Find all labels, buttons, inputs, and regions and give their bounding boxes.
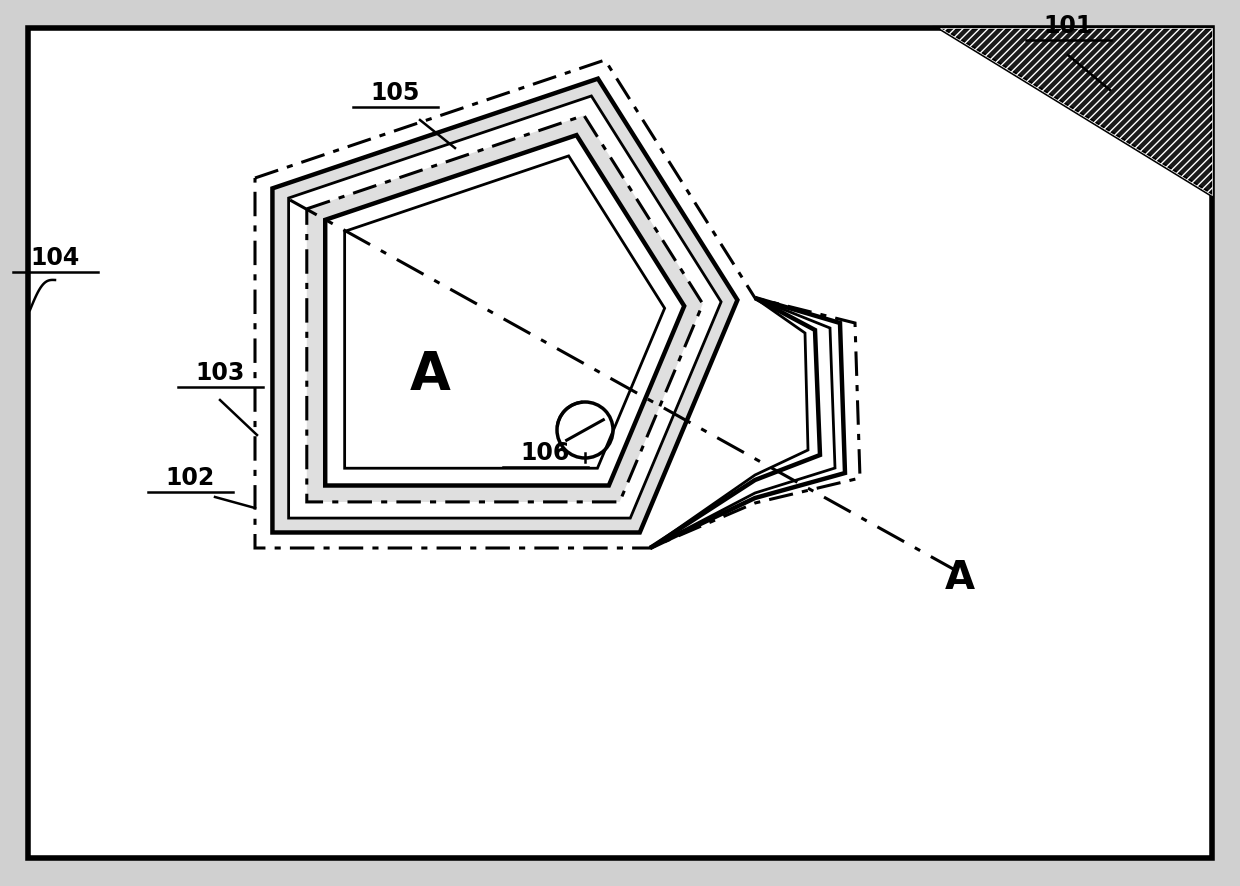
Polygon shape [940,28,1211,195]
Polygon shape [289,96,722,518]
Text: 106: 106 [521,441,569,465]
Text: A: A [945,559,975,597]
Polygon shape [306,115,703,501]
Text: 102: 102 [165,466,215,490]
Text: 105: 105 [371,81,419,105]
Text: 101: 101 [1043,14,1092,38]
FancyBboxPatch shape [29,28,1211,858]
Text: 103: 103 [196,361,244,385]
Polygon shape [325,136,684,486]
Polygon shape [273,79,738,532]
Text: 104: 104 [30,246,79,270]
Text: A: A [409,349,450,401]
